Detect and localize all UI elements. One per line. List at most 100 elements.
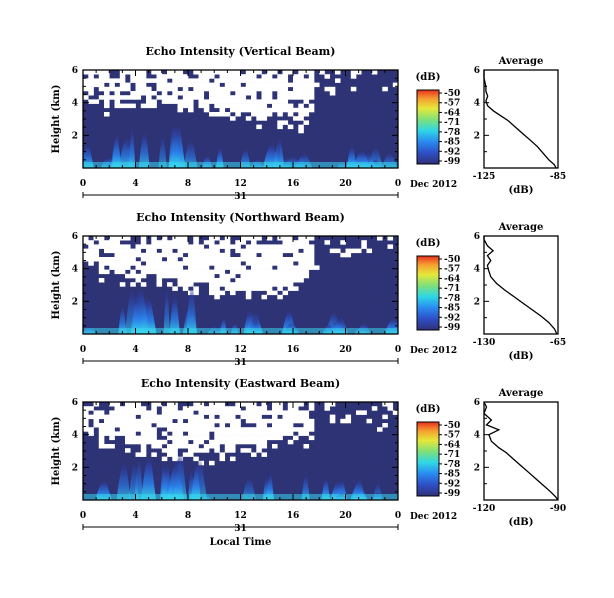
no-data-cell <box>177 435 184 441</box>
no-data-cell <box>214 294 220 300</box>
no-data-cell <box>177 91 184 96</box>
no-data-cell <box>193 244 199 249</box>
no-data-cell <box>146 91 152 96</box>
no-data-cell <box>329 91 336 96</box>
no-data-cell <box>272 78 278 83</box>
no-data-cell <box>308 257 315 262</box>
no-data-cell <box>219 290 226 296</box>
no-data-cell <box>209 410 215 415</box>
no-data-cell <box>235 261 241 266</box>
no-data-cell <box>298 116 304 121</box>
no-data-cell <box>272 402 278 407</box>
no-data-cell <box>387 406 394 411</box>
no-data-cell <box>256 257 262 262</box>
no-data-cell <box>188 282 194 287</box>
no-data-cell <box>224 261 231 266</box>
no-data-cell <box>88 427 94 432</box>
no-data-cell <box>203 278 210 283</box>
no-data-cell <box>282 282 289 287</box>
no-data-cell <box>98 74 105 79</box>
no-data-cell <box>230 423 236 428</box>
no-data-cell <box>198 439 205 445</box>
no-data-cell <box>193 82 199 88</box>
no-data-cell <box>298 107 304 113</box>
no-data-cell <box>256 282 262 287</box>
no-data-cell <box>209 99 215 104</box>
no-data-cell <box>146 248 152 254</box>
no-data-cell <box>298 257 304 262</box>
no-data-cell <box>235 99 241 104</box>
no-data-cell <box>287 103 294 109</box>
no-data-cell <box>303 244 310 249</box>
no-data-region <box>83 70 398 134</box>
no-data-cell <box>119 418 126 424</box>
no-data-cell <box>109 82 115 88</box>
no-data-cell <box>172 99 178 104</box>
no-data-cell <box>161 74 168 79</box>
no-data-cell <box>151 265 157 270</box>
no-data-cell <box>156 244 163 249</box>
no-data-cell <box>109 248 115 254</box>
no-data-cell <box>98 278 105 283</box>
no-data-cell <box>114 423 121 428</box>
no-data-cell <box>282 74 289 79</box>
no-data-cell <box>235 435 241 441</box>
no-data-cell <box>167 86 173 92</box>
no-data-cell <box>146 252 152 258</box>
echo-plume <box>160 461 167 500</box>
no-data-cell <box>198 406 205 411</box>
no-data-cell <box>277 257 283 262</box>
no-data-cell <box>277 286 283 291</box>
no-data-cell <box>261 99 268 104</box>
no-data-cell <box>88 78 94 83</box>
no-data-cell <box>182 74 189 79</box>
no-data-cell <box>261 248 268 254</box>
no-data-cell <box>156 423 163 428</box>
no-data-cell <box>235 78 241 83</box>
no-data-cell <box>272 244 278 249</box>
no-data-cell <box>245 236 252 241</box>
echo-plume <box>167 459 185 500</box>
no-data-cell <box>251 78 257 83</box>
no-data-cell <box>256 236 262 241</box>
no-data-cell <box>140 269 147 275</box>
no-data-cell <box>151 78 157 83</box>
no-data-cell <box>308 402 315 407</box>
no-data-cell <box>188 78 194 83</box>
no-data-cell <box>366 418 373 424</box>
no-data-cell <box>245 278 252 283</box>
no-data-cell <box>140 448 147 453</box>
no-data-cell <box>125 414 131 420</box>
no-data-region <box>83 236 394 300</box>
no-data-cell <box>209 244 215 249</box>
no-data-cell <box>214 244 220 249</box>
profile-frame <box>483 69 559 169</box>
no-data-cell <box>146 257 152 262</box>
no-data-cell <box>277 244 283 249</box>
no-data-cell <box>167 244 173 249</box>
echo-plume <box>118 135 134 168</box>
no-data-cell <box>146 423 152 428</box>
no-data-cell <box>245 116 252 121</box>
no-data-cell <box>308 248 315 254</box>
no-data-cell <box>251 257 257 262</box>
no-data-cell <box>298 244 304 249</box>
no-data-cell <box>308 244 315 249</box>
no-data-cell <box>119 74 126 79</box>
no-data-cell <box>193 278 199 283</box>
no-data-cell <box>209 282 215 287</box>
no-data-cell <box>125 427 131 432</box>
no-data-cell <box>104 99 110 104</box>
no-data-cell <box>125 82 131 88</box>
no-data-cell <box>235 265 241 270</box>
no-data-cell <box>98 435 105 441</box>
no-data-cell <box>214 427 220 432</box>
no-data-cell <box>214 257 220 262</box>
no-data-cell <box>303 240 310 245</box>
no-data-cell <box>161 261 168 266</box>
no-data-cell <box>219 456 226 462</box>
no-data-cell <box>251 282 257 287</box>
no-data-cell <box>193 236 199 241</box>
no-data-cell <box>98 410 105 415</box>
no-data-cell <box>308 406 315 411</box>
